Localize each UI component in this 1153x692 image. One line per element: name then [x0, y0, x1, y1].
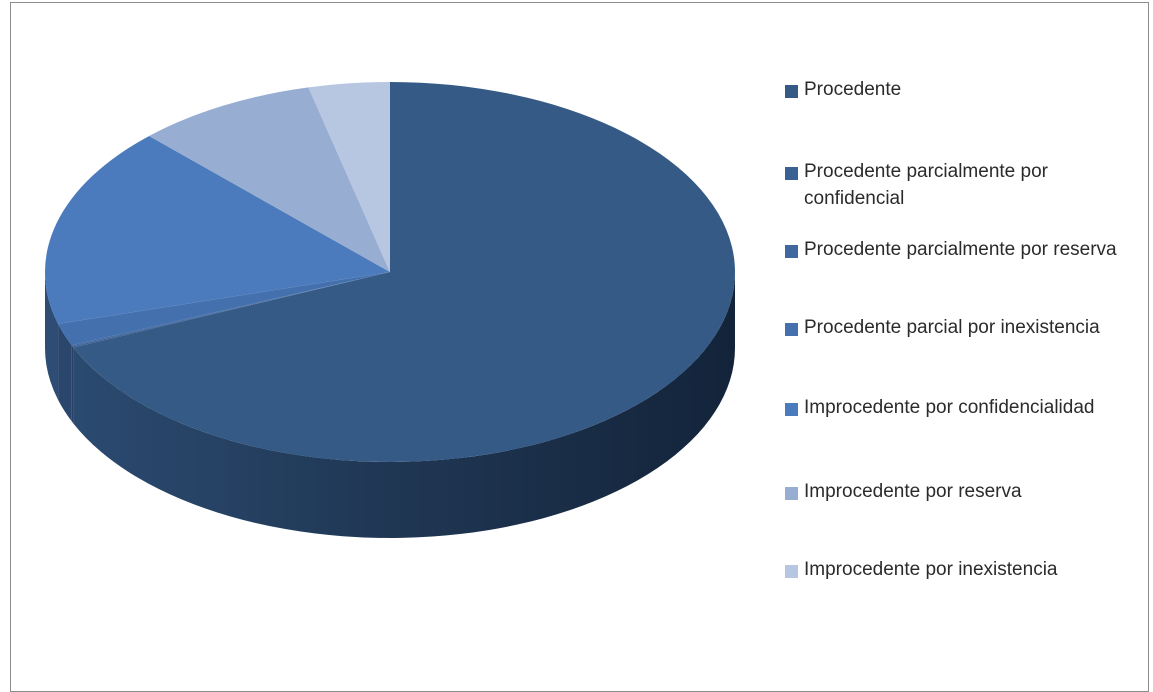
pie-side-1 [73, 272, 736, 538]
pie-slice-6 [149, 87, 390, 272]
pie-slice-1 [73, 82, 736, 462]
legend-label: Improcedente por inexistencia [804, 559, 1058, 580]
legend-item: Improcedente por confidencialidad [785, 394, 1144, 421]
legend-swatch [785, 403, 798, 416]
legend-swatch [785, 245, 798, 258]
legend-item: Improcedente por inexistencia [785, 556, 1144, 583]
pie-side-2 [72, 346, 74, 424]
legend-swatch [785, 487, 798, 500]
legend-item: Procedente parcialmente por confidencial [785, 158, 1144, 212]
legend-label: Procedente parcial por inexistencia [804, 317, 1100, 338]
legend-label: Procedente parcialmente por reserva [804, 239, 1117, 260]
legend-item: Procedente parcial por inexistencia [785, 314, 1144, 341]
legend-swatch [785, 565, 798, 578]
legend-item: Procedente parcialmente por reserva [785, 236, 1144, 263]
pie-slice-3 [71, 272, 390, 347]
pie-slice-2 [72, 272, 390, 348]
legend-label: Procedente [804, 79, 902, 100]
legend-item: Procedente [785, 76, 1144, 103]
legend-swatch [785, 167, 798, 180]
legend-item: Improcedente por reserva [785, 478, 1144, 505]
pie-side-5 [45, 272, 59, 400]
pie-slice-5 [44, 135, 390, 324]
legend-swatch [785, 323, 798, 336]
legend-swatch [785, 85, 798, 98]
pie-side-3 [71, 345, 73, 423]
pie-slice-7 [308, 82, 390, 272]
pie-side-4 [58, 323, 72, 422]
legend-label: Improcedente por reserva [804, 481, 1022, 502]
legend-label: Procedente parcialmente por confidencial [804, 161, 1048, 209]
legend-label: Improcedente por confidencialidad [804, 397, 1095, 418]
pie-slice-4 [58, 272, 390, 346]
